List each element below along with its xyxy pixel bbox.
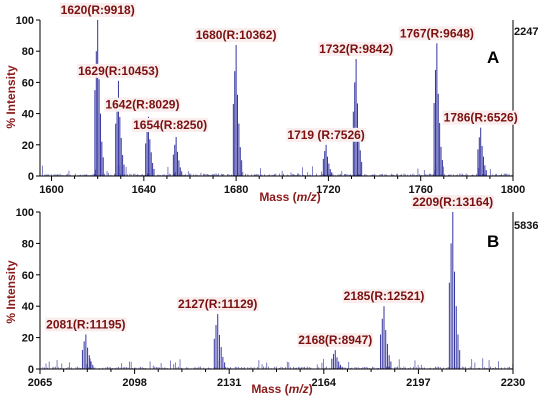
x-tick-label: 1720 (316, 184, 340, 196)
peak-label: 2185(R:12521) (344, 289, 425, 303)
x-tick-label: 1640 (132, 184, 156, 196)
spectrum-b-peak-labels: 2081(R:11195) 2127(R:11129) 2168(R:8947) 21… (45, 195, 495, 348)
peak-label: 2168(R:8947) (298, 333, 372, 347)
spectrum-a-max-intensity: 2247 (514, 26, 538, 38)
peak-label-background (59, 3, 136, 17)
x-tick-label: 2197 (406, 377, 430, 389)
spectrum-a-y-axis-title: % Intensity (4, 65, 18, 129)
x-tick-label: 1800 (501, 184, 525, 196)
y-tick-label: 80 (22, 46, 34, 58)
spectrum-a-frame (39, 20, 514, 177)
peak-label: 1629(R:10453) (78, 64, 159, 78)
peak-label-background (104, 97, 181, 112)
y-tick-label: 60 (22, 270, 34, 282)
spectrum-a-x-axis-title: Mass (m/z) (259, 190, 320, 204)
x-tick-label: 1760 (408, 184, 432, 196)
y-tick-label: 0 (28, 364, 34, 376)
y-tick-label: 100 (16, 207, 34, 219)
peak-label: 1654(R:8250) (133, 118, 207, 132)
x-tick-label: 1680 (224, 184, 248, 196)
spectrum-a-x-ticks: 1600 1640 1680 1720 1760 1800 (39, 176, 525, 196)
spectrum-a-panel-letter: A (487, 48, 499, 67)
peak-label-background (132, 118, 209, 132)
peak-label: 1719 (R:7526) (287, 128, 364, 142)
peak-label-background (177, 297, 259, 312)
peak-label-background (318, 42, 395, 56)
spectrum-a-y-ticks: 0 20 40 60 80 100 (16, 15, 40, 183)
spectrum-b-x-ticks: 2065 2098 2131 2164 2197 2230 (28, 369, 525, 389)
spectrum-panel-b: 0 20 40 60 80 100 2065 2098 2131 2164 2197 2230 20… (4, 195, 538, 396)
peak-label: 1767(R:9648) (400, 26, 474, 40)
spectrum-a-peak-labels: 1620(R:9918) 1629(R:10453) 1642(R:8029) 165… (59, 3, 519, 142)
spectrum-panel-a: 0 20 40 60 80 100 1600 1640 1680 1720 1760 1800 16… (4, 3, 538, 204)
peak-label: 2081(R:11195) (46, 317, 125, 331)
spectrum-b-y-axis-title: % Intensity (4, 260, 18, 324)
spectrum-b-max-intensity: 5836 (514, 220, 538, 232)
peak-label: 2209(R:13164) (412, 195, 493, 209)
peak-label: 1642(R:8029) (105, 98, 179, 112)
x-tick-label: 2098 (122, 377, 146, 389)
y-tick-label: 0 (28, 171, 34, 183)
y-tick-label: 80 (22, 238, 34, 250)
peak-label-background (342, 289, 426, 304)
spectrum-b-x-axis-title: Mass (m/z) (251, 382, 312, 396)
peak-label-background (398, 26, 475, 41)
peak-label-background (411, 195, 495, 209)
y-tick-label: 60 (22, 77, 34, 89)
peak-label-background (297, 333, 374, 348)
peak-label-background (77, 63, 160, 78)
peak-label: 1620(R:9918) (61, 3, 135, 17)
spectrum-b-panel-letter: B (487, 232, 499, 251)
peak-label-background (45, 317, 127, 332)
y-tick-label: 100 (16, 15, 34, 27)
x-tick-label: 1600 (39, 184, 63, 196)
y-tick-label: 40 (22, 109, 34, 121)
spectrum-b-y-ticks: 0 20 40 60 80 100 (16, 207, 40, 376)
x-tick-label: 2164 (312, 377, 337, 389)
peak-label: 1786(R:6526) (444, 111, 518, 125)
spectrum-b-peaks (42, 212, 514, 369)
x-tick-label: 2230 (501, 377, 525, 389)
x-tick-label: 2065 (28, 377, 52, 389)
peak-label: 1732(R:9842) (319, 42, 393, 56)
peak-label-background (194, 27, 278, 42)
peak-label-background (442, 110, 519, 125)
y-tick-label: 20 (22, 140, 34, 152)
y-tick-label: 20 (22, 333, 34, 345)
x-tick-label: 2131 (217, 377, 241, 389)
peak-label: 2127(R:11129) (178, 297, 257, 311)
peak-label-background (286, 127, 366, 142)
peak-label: 1680(R:10362) (196, 28, 277, 42)
y-tick-label: 40 (22, 301, 34, 313)
spectrum-a-peaks (41, 20, 513, 176)
